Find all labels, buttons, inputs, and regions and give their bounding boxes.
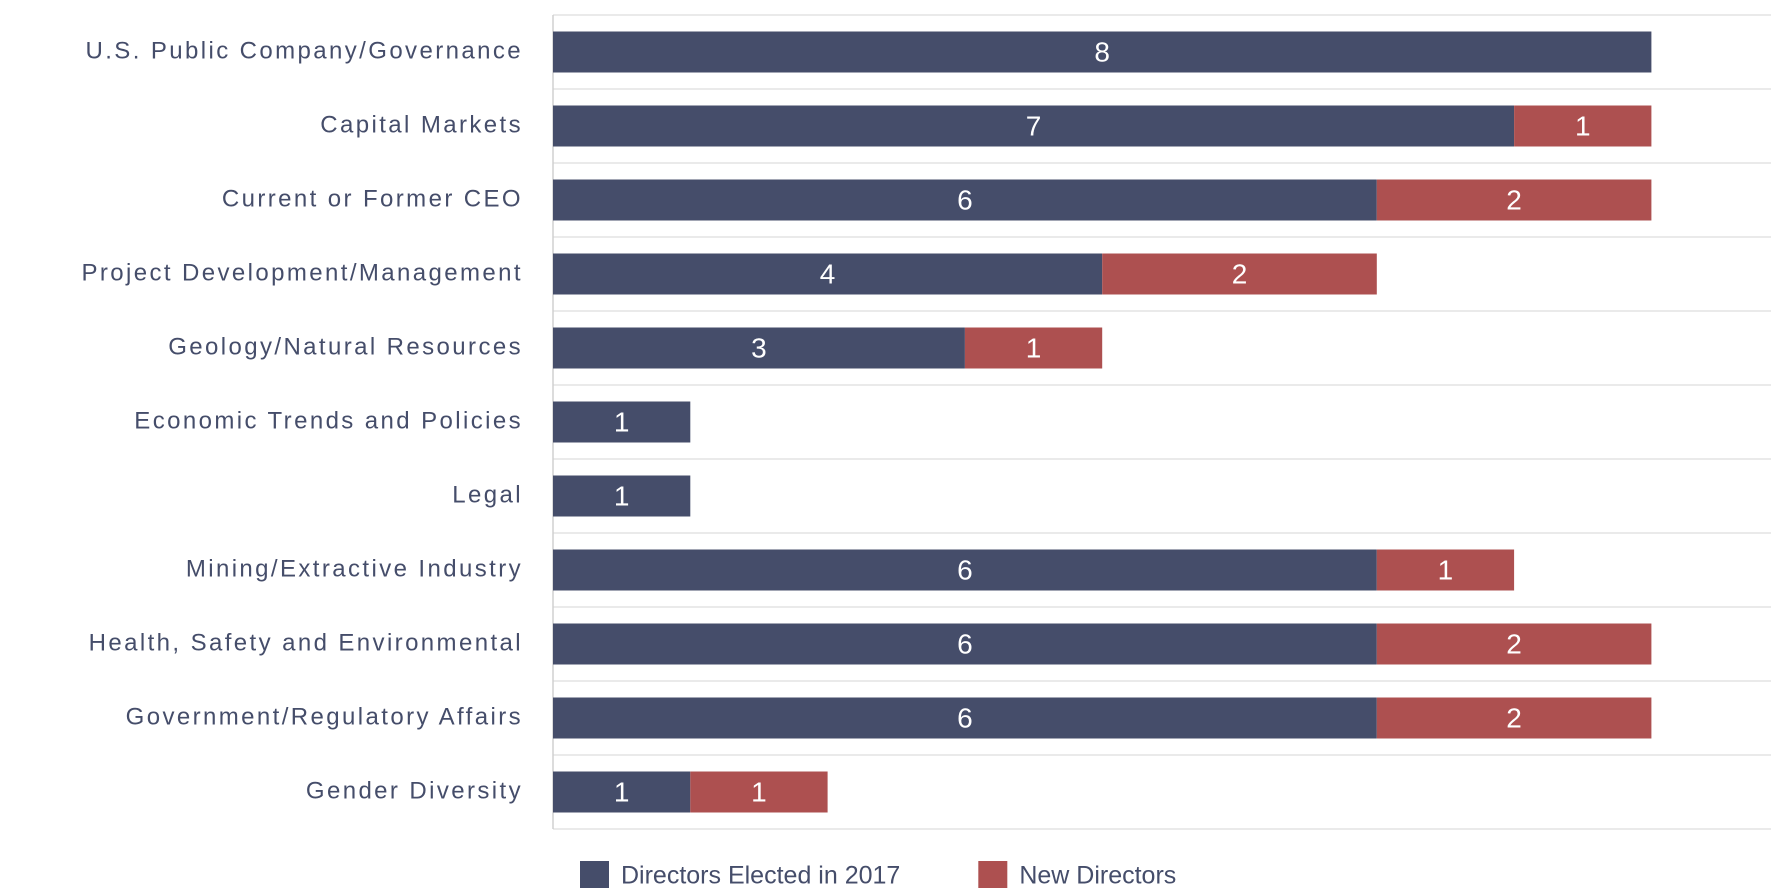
bar-segment — [553, 179, 1377, 221]
data-label: 6 — [957, 702, 973, 733]
bar-segment — [1376, 549, 1515, 591]
category-label: Mining/Extractive Industry — [186, 555, 523, 582]
bar-segment — [1376, 623, 1652, 665]
category-label: Economic Trends and Policies — [134, 407, 523, 434]
bar-segment — [553, 549, 1377, 591]
bar-segment — [553, 253, 1103, 295]
category-label: U.S. Public Company/Governance — [85, 37, 523, 64]
bar-segment — [553, 475, 691, 517]
data-label: 2 — [1232, 258, 1248, 289]
category-label: Gender Diversity — [306, 777, 523, 804]
data-label: 6 — [957, 554, 973, 585]
legend-label: Directors Elected in 2017 — [621, 862, 900, 888]
data-label: 8 — [1094, 36, 1110, 67]
bar-segment — [964, 327, 1103, 369]
data-label: 2 — [1506, 628, 1522, 659]
bar-segment — [1514, 105, 1652, 147]
bar-segment — [553, 105, 1515, 147]
data-label: 2 — [1506, 184, 1522, 215]
legend-label: New Directors — [1019, 862, 1176, 888]
bar-segment — [553, 401, 691, 443]
data-label: 7 — [1026, 110, 1042, 141]
bar-segment — [690, 771, 828, 813]
data-label: 1 — [614, 406, 630, 437]
data-label: 1 — [614, 776, 630, 807]
data-label: 2 — [1506, 702, 1522, 733]
bar-segment — [553, 327, 965, 369]
bar-segment — [553, 771, 691, 813]
data-label: 1 — [614, 480, 630, 511]
legend-swatch — [580, 861, 609, 888]
bar-segment — [1376, 179, 1652, 221]
category-label: Current or Former CEO — [222, 185, 523, 212]
data-label: 6 — [957, 628, 973, 659]
data-label: 4 — [820, 258, 836, 289]
data-label: 6 — [957, 184, 973, 215]
data-label: 1 — [1438, 554, 1454, 585]
bar-segment — [553, 697, 1377, 739]
category-label: Capital Markets — [320, 111, 523, 138]
bar-segment — [1376, 697, 1652, 739]
bar-segment — [1102, 253, 1377, 295]
category-label: Legal — [452, 481, 523, 508]
category-label: Geology/Natural Resources — [168, 333, 523, 360]
legend-swatch — [978, 861, 1008, 888]
category-label: Project Development/Management — [81, 259, 523, 286]
category-label: Government/Regulatory Affairs — [126, 703, 523, 730]
data-label: 1 — [1575, 110, 1591, 141]
bar-segment — [553, 31, 1652, 73]
data-label: 1 — [751, 776, 767, 807]
data-label: 1 — [1026, 332, 1042, 363]
bar-segment — [553, 623, 1377, 665]
data-label: 3 — [751, 332, 767, 363]
category-label: Health, Safety and Environmental — [89, 629, 523, 656]
